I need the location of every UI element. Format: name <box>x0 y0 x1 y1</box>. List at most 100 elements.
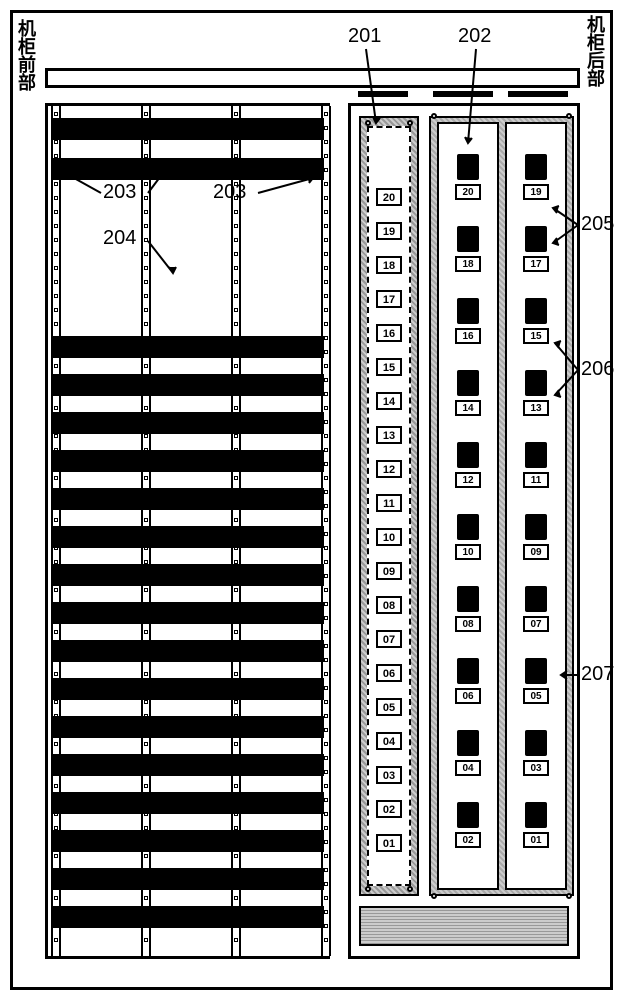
pdu-plug <box>457 442 479 468</box>
callout-203a: 203 <box>103 181 136 204</box>
pdu-plug <box>525 442 547 468</box>
pdu-outlet-label: 18 <box>455 256 481 272</box>
label-front: 机柜前部 <box>17 19 35 91</box>
pdu-strip-b: 19 17 15 13 11 09 07 05 03 01 <box>505 122 567 890</box>
server-unit <box>51 602 324 624</box>
callout-205: 205 <box>581 213 614 236</box>
pdu-plug <box>457 730 479 756</box>
pdu-plug <box>457 154 479 180</box>
pdu-outlet-label: 14 <box>455 400 481 416</box>
pdu-outlet-label: 08 <box>455 616 481 632</box>
pdu-outlet: 10 <box>376 528 402 546</box>
pdu-plug <box>525 154 547 180</box>
pdu-outlet-label: 11 <box>523 472 549 488</box>
pdu-outlet: 14 <box>376 392 402 410</box>
pdu-outlet: 17 <box>376 290 402 308</box>
pdu-plug <box>457 226 479 252</box>
callout-207: 207 <box>581 663 614 686</box>
pdu-plug <box>525 586 547 612</box>
pdu-plug <box>457 658 479 684</box>
server-unit <box>51 374 324 396</box>
pdu-outlet-label: 13 <box>523 400 549 416</box>
pdu-outlet-label: 06 <box>455 688 481 704</box>
top-bar-notch-2 <box>433 91 493 97</box>
pdu-outlet: 16 <box>376 324 402 342</box>
pdu-plug <box>457 586 479 612</box>
server-unit <box>51 526 324 548</box>
pdu-outlet-label: 19 <box>523 184 549 200</box>
callout-206: 206 <box>581 358 614 381</box>
rack-front <box>45 103 330 959</box>
server-unit <box>51 564 324 586</box>
server-unit <box>51 830 324 852</box>
pdu-plug <box>457 370 479 396</box>
pdu-outlet-label: 04 <box>455 760 481 776</box>
pdu-plug <box>525 514 547 540</box>
pdu-outlet: 06 <box>376 664 402 682</box>
pdu-outlet: 11 <box>376 494 402 512</box>
callout-201: 201 <box>348 25 381 48</box>
server-unit <box>51 640 324 662</box>
server-unit <box>51 754 324 776</box>
pdu-outlet-label: 10 <box>455 544 481 560</box>
server-unit <box>51 792 324 814</box>
pdu-plug <box>457 298 479 324</box>
server-unit <box>51 678 324 700</box>
pdu-outlet: 08 <box>376 596 402 614</box>
pdu-plug <box>525 802 547 828</box>
pdu-outlet: 13 <box>376 426 402 444</box>
server-unit <box>51 336 324 358</box>
pdu-plug <box>525 298 547 324</box>
pdu-outlet: 04 <box>376 732 402 750</box>
label-back: 机柜后部 <box>586 15 604 87</box>
pdu-outlet-label: 12 <box>455 472 481 488</box>
pdu-outlet-label: 15 <box>523 328 549 344</box>
server-unit <box>51 868 324 890</box>
server-unit <box>51 118 324 140</box>
cable-tray <box>359 906 569 946</box>
server-unit <box>51 412 324 434</box>
pdu-double: 20 18 16 14 12 10 08 06 04 02 19 17 15 13 11 09 07 05 03 0… <box>429 116 574 896</box>
pdu-plug <box>457 514 479 540</box>
pdu-outlet: 12 <box>376 460 402 478</box>
pdu-single-inner: 20 19 18 17 16 15 14 13 12 11 10 09 08 07 06 05 04 03 02 01 <box>367 126 411 886</box>
pdu-outlet: 07 <box>376 630 402 648</box>
pdu-outlet: 05 <box>376 698 402 716</box>
pdu-outlet-label: 09 <box>523 544 549 560</box>
server-unit <box>51 488 324 510</box>
server-unit <box>51 906 324 928</box>
callout-204: 204 <box>103 227 136 250</box>
pdu-outlet: 18 <box>376 256 402 274</box>
server-unit <box>51 450 324 472</box>
pdu-single: 20 19 18 17 16 15 14 13 12 11 10 09 08 07 06 05 04 03 02 01 <box>359 116 419 896</box>
pdu-outlet-label: 07 <box>523 616 549 632</box>
pdu-outlet-label: 16 <box>455 328 481 344</box>
pdu-outlet-label: 01 <box>523 832 549 848</box>
callout-202: 202 <box>458 25 491 48</box>
pdu-plug <box>525 730 547 756</box>
top-bar-notch-3 <box>508 91 568 97</box>
pdu-outlet-label: 20 <box>455 184 481 200</box>
pdu-outlet: 20 <box>376 188 402 206</box>
pdu-outlet: 15 <box>376 358 402 376</box>
pdu-outlet-label: 17 <box>523 256 549 272</box>
pdu-outlet: 02 <box>376 800 402 818</box>
server-unit <box>51 716 324 738</box>
pdu-outlet-label: 05 <box>523 688 549 704</box>
pdu-outlet: 19 <box>376 222 402 240</box>
pdu-outlet: 01 <box>376 834 402 852</box>
top-cap <box>45 68 580 88</box>
pdu-plug <box>525 658 547 684</box>
pdu-plug <box>525 226 547 252</box>
pdu-strip-a: 20 18 16 14 12 10 08 06 04 02 <box>437 122 499 890</box>
pdu-outlet-label: 02 <box>455 832 481 848</box>
pdu-plug <box>525 370 547 396</box>
pdu-outlet-label: 03 <box>523 760 549 776</box>
pdu-outlet: 03 <box>376 766 402 784</box>
diagram-frame: 机柜前部 机柜后部 20 19 18 17 16 15 14 13 12 11 10 09 08 07 06… <box>10 10 613 990</box>
top-bar-notch-1 <box>358 91 408 97</box>
rack-back: 20 19 18 17 16 15 14 13 12 11 10 09 08 07 06 05 04 03 02 01… <box>348 103 580 959</box>
callout-203b: 203 <box>213 181 246 204</box>
pdu-outlet: 09 <box>376 562 402 580</box>
server-unit <box>51 158 324 180</box>
